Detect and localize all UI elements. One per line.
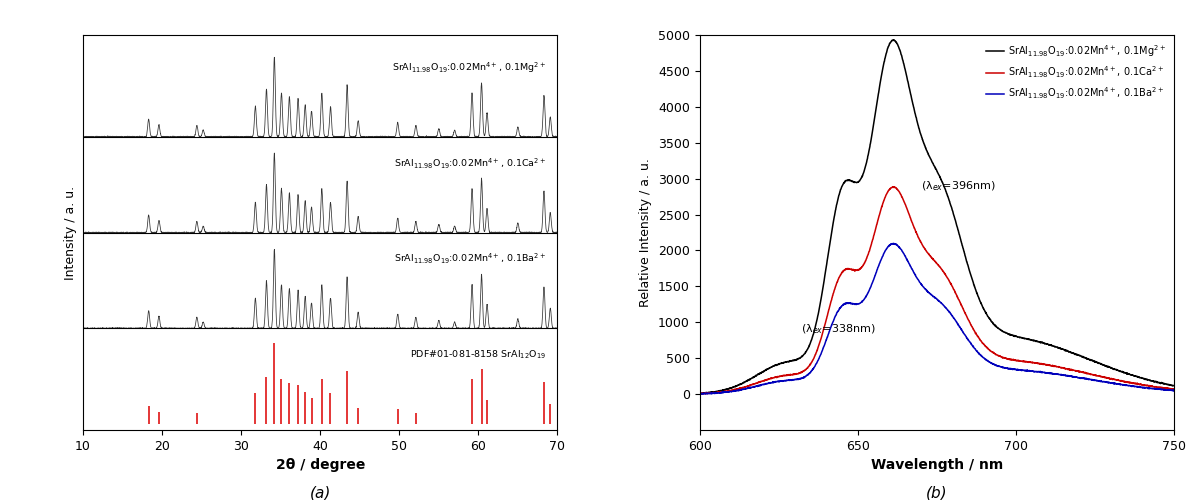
Y-axis label: Relative Intensity / a. u.: Relative Intensity / a. u. [639, 158, 652, 307]
Text: (b): (b) [926, 486, 948, 500]
SrAl$_{11.98}$O$_{19}$:0.02Mn$^{4+}$, 0.1Ba$^{2+}$ [886, 240, 900, 246]
SrAl$_{11.98}$O$_{19}$:0.02Mn$^{4+}$, 0.1Ca$^{2+}$ [718, 389, 732, 395]
SrAl$_{11.98}$O$_{19}$:0.02Mn$^{4+}$, 0.1Mg$^{2+}$ [1154, 380, 1168, 386]
Text: SrAl$_{11.98}$O$_{19}$:0.02Mn$^{4+}$, 0.1Ba$^{2+}$: SrAl$_{11.98}$O$_{19}$:0.02Mn$^{4+}$, 0.… [394, 252, 546, 266]
SrAl$_{11.98}$O$_{19}$:0.02Mn$^{4+}$, 0.1Ba$^{2+}$ [1066, 374, 1080, 380]
Text: SrAl$_{11.98}$O$_{19}$:0.02Mn$^{4+}$, 0.1Ca$^{2+}$: SrAl$_{11.98}$O$_{19}$:0.02Mn$^{4+}$, 0.… [394, 156, 546, 170]
SrAl$_{11.98}$O$_{19}$:0.02Mn$^{4+}$, 0.1Mg$^{2+}$ [693, 390, 707, 396]
SrAl$_{11.98}$O$_{19}$:0.02Mn$^{4+}$, 0.1Ba$^{2+}$ [695, 391, 709, 397]
SrAl$_{11.98}$O$_{19}$:0.02Mn$^{4+}$, 0.1Ca$^{2+}$ [911, 234, 925, 240]
X-axis label: Wavelength / nm: Wavelength / nm [871, 458, 1003, 472]
SrAl$_{11.98}$O$_{19}$:0.02Mn$^{4+}$, 0.1Ca$^{2+}$ [924, 254, 938, 260]
SrAl$_{11.98}$O$_{19}$:0.02Mn$^{4+}$, 0.1Mg$^{2+}$ [1066, 350, 1080, 356]
SrAl$_{11.98}$O$_{19}$:0.02Mn$^{4+}$, 0.1Ba$^{2+}$ [924, 292, 938, 298]
SrAl$_{11.98}$O$_{19}$:0.02Mn$^{4+}$, 0.1Mg$^{2+}$ [924, 156, 938, 162]
SrAl$_{11.98}$O$_{19}$:0.02Mn$^{4+}$, 0.1Mg$^{2+}$ [1167, 382, 1181, 388]
SrAl$_{11.98}$O$_{19}$:0.02Mn$^{4+}$, 0.1Mg$^{2+}$ [911, 123, 925, 129]
SrAl$_{11.98}$O$_{19}$:0.02Mn$^{4+}$, 0.1Ca$^{2+}$ [693, 390, 707, 396]
Text: SrAl$_{11.98}$O$_{19}$:0.02Mn$^{4+}$, 0.1Mg$^{2+}$: SrAl$_{11.98}$O$_{19}$:0.02Mn$^{4+}$, 0.… [391, 60, 546, 75]
Text: PDF#01-081-8158 SrAl$_{12}$O$_{19}$: PDF#01-081-8158 SrAl$_{12}$O$_{19}$ [409, 349, 546, 362]
Text: (λ$_{ex}$=396nm): (λ$_{ex}$=396nm) [922, 180, 996, 193]
SrAl$_{11.98}$O$_{19}$:0.02Mn$^{4+}$, 0.1Ba$^{2+}$ [1167, 388, 1181, 394]
Line: SrAl$_{11.98}$O$_{19}$:0.02Mn$^{4+}$, 0.1Mg$^{2+}$: SrAl$_{11.98}$O$_{19}$:0.02Mn$^{4+}$, 0.… [700, 40, 1174, 394]
X-axis label: 2θ / degree: 2θ / degree [275, 458, 365, 472]
Line: SrAl$_{11.98}$O$_{19}$:0.02Mn$^{4+}$, 0.1Ca$^{2+}$: SrAl$_{11.98}$O$_{19}$:0.02Mn$^{4+}$, 0.… [700, 186, 1174, 394]
SrAl$_{11.98}$O$_{19}$:0.02Mn$^{4+}$, 0.1Mg$^{2+}$ [887, 37, 901, 43]
SrAl$_{11.98}$O$_{19}$:0.02Mn$^{4+}$, 0.1Ca$^{2+}$ [1066, 368, 1080, 374]
SrAl$_{11.98}$O$_{19}$:0.02Mn$^{4+}$, 0.1Ba$^{2+}$ [693, 390, 707, 396]
SrAl$_{11.98}$O$_{19}$:0.02Mn$^{4+}$, 0.1Mg$^{2+}$ [1154, 380, 1168, 386]
SrAl$_{11.98}$O$_{19}$:0.02Mn$^{4+}$, 0.1Ba$^{2+}$ [911, 277, 925, 283]
SrAl$_{11.98}$O$_{19}$:0.02Mn$^{4+}$, 0.1Mg$^{2+}$ [718, 386, 732, 392]
SrAl$_{11.98}$O$_{19}$:0.02Mn$^{4+}$, 0.1Ca$^{2+}$ [886, 184, 900, 190]
SrAl$_{11.98}$O$_{19}$:0.02Mn$^{4+}$, 0.1Ba$^{2+}$ [718, 390, 732, 396]
SrAl$_{11.98}$O$_{19}$:0.02Mn$^{4+}$, 0.1Ba$^{2+}$ [1154, 386, 1168, 392]
Text: (λ$_{ex}$=338nm): (λ$_{ex}$=338nm) [801, 322, 875, 336]
SrAl$_{11.98}$O$_{19}$:0.02Mn$^{4+}$, 0.1Ca$^{2+}$ [694, 391, 708, 397]
SrAl$_{11.98}$O$_{19}$:0.02Mn$^{4+}$, 0.1Ca$^{2+}$ [1154, 384, 1168, 390]
Text: (a): (a) [310, 486, 331, 500]
SrAl$_{11.98}$O$_{19}$:0.02Mn$^{4+}$, 0.1Mg$^{2+}$ [693, 390, 707, 396]
SrAl$_{11.98}$O$_{19}$:0.02Mn$^{4+}$, 0.1Ca$^{2+}$ [1167, 386, 1181, 392]
Y-axis label: Intensity / a. u.: Intensity / a. u. [64, 186, 77, 280]
SrAl$_{11.98}$O$_{19}$:0.02Mn$^{4+}$, 0.1Ba$^{2+}$ [1154, 386, 1168, 392]
Line: SrAl$_{11.98}$O$_{19}$:0.02Mn$^{4+}$, 0.1Ba$^{2+}$: SrAl$_{11.98}$O$_{19}$:0.02Mn$^{4+}$, 0.… [700, 244, 1174, 394]
Legend: SrAl$_{11.98}$O$_{19}$:0.02Mn$^{4+}$, 0.1Mg$^{2+}$, SrAl$_{11.98}$O$_{19}$:0.02M: SrAl$_{11.98}$O$_{19}$:0.02Mn$^{4+}$, 0.… [983, 40, 1169, 104]
SrAl$_{11.98}$O$_{19}$:0.02Mn$^{4+}$, 0.1Ca$^{2+}$ [1154, 384, 1168, 390]
